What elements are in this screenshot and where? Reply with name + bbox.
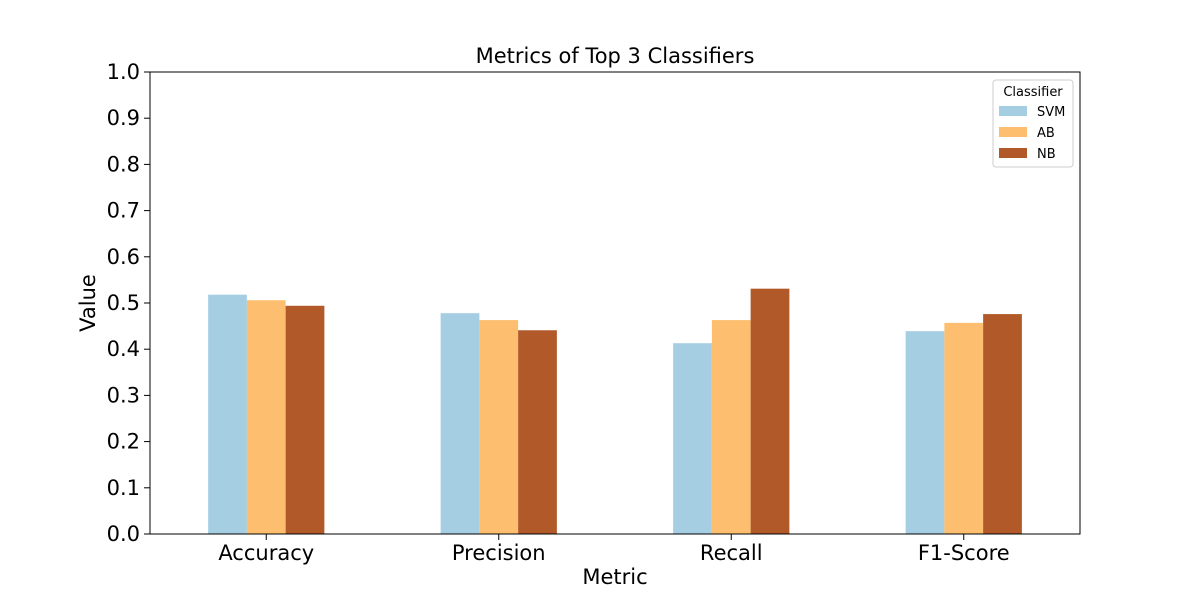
y-tick-label: 0.5 <box>107 291 140 315</box>
legend-title: Classifier <box>1003 85 1063 100</box>
y-tick-label: 1.0 <box>107 60 140 84</box>
y-tick-label: 0.2 <box>107 430 140 454</box>
y-tick-label: 0.3 <box>107 383 140 407</box>
legend-label-nb: NB <box>1037 147 1056 162</box>
y-tick-label: 0.6 <box>107 245 140 269</box>
bar-ab-recall <box>711 320 751 534</box>
x-tick-label: Precision <box>452 541 546 565</box>
legend-swatch-svm <box>999 106 1027 116</box>
bar-svm-f1-score <box>905 331 945 534</box>
legend-items: SVM AB NB <box>999 105 1065 162</box>
y-tick-label: 0.8 <box>107 152 140 176</box>
legend-label-svm: SVM <box>1037 105 1065 120</box>
x-axis-label: Metric <box>582 565 647 589</box>
chart-title: Metrics of Top 3 Classifiers <box>476 44 755 68</box>
x-tick-label: Recall <box>700 541 763 565</box>
bar-nb-precision <box>518 330 557 534</box>
bar-ab-f1-score <box>944 322 984 534</box>
y-tick-label: 0.7 <box>107 199 140 223</box>
y-tick-label: 0.0 <box>107 522 140 546</box>
legend-swatch-nb <box>999 148 1027 158</box>
legend: Classifier SVM AB NB <box>992 79 1074 168</box>
legend-label-ab: AB <box>1037 126 1055 141</box>
bar-svm-precision <box>440 313 480 534</box>
x-tick-label: F1-Score <box>918 541 1010 565</box>
y-axis: 0.0 0.1 0.2 0.3 0.4 0.5 0.6 0.7 0.8 0.9 1.0 <box>107 60 150 546</box>
bars-layer <box>208 288 1022 534</box>
y-tick-label: 0.1 <box>107 476 140 500</box>
y-tick-label: 0.9 <box>107 106 140 130</box>
bar-ab-precision <box>479 320 519 534</box>
bar-svm-recall <box>673 343 712 534</box>
bar-nb-accuracy <box>285 305 325 534</box>
x-axis: Accuracy Precision Recall F1-Score <box>218 534 1010 565</box>
bar-ab-accuracy <box>246 300 286 534</box>
y-tick-label: 0.4 <box>107 337 140 361</box>
legend-swatch-ab <box>999 127 1027 137</box>
bar-svm-accuracy <box>208 294 247 534</box>
x-tick-label: Accuracy <box>218 541 314 565</box>
y-axis-label: Value <box>76 274 100 332</box>
legend-box <box>992 79 1074 168</box>
bar-nb-f1-score <box>983 314 1022 534</box>
bar-nb-recall <box>750 288 790 534</box>
